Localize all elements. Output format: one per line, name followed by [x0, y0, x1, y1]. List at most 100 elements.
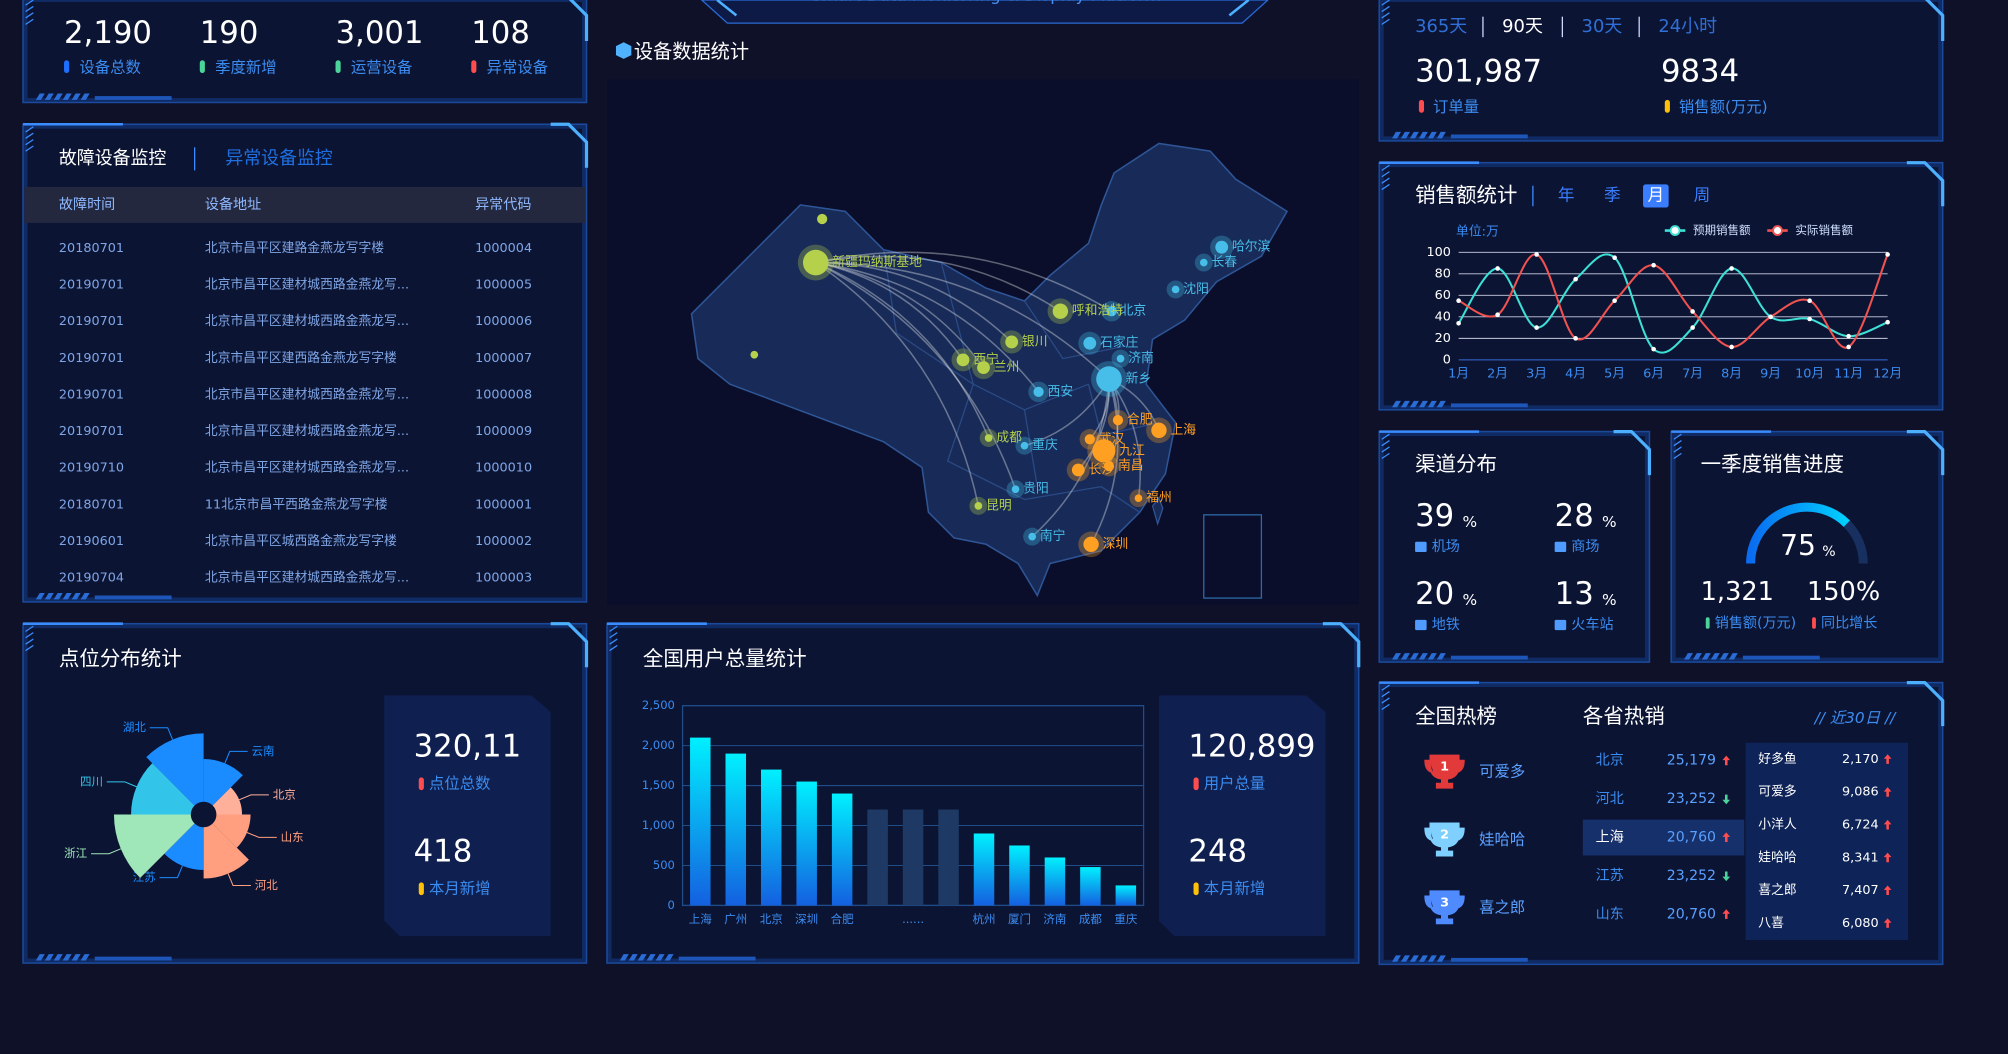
city-label: 九江: [1119, 443, 1145, 458]
tab[interactable]: 周: [1694, 185, 1711, 204]
channel-icon: [1554, 619, 1567, 631]
stat-dot: [418, 777, 424, 791]
stat-label: 同比增长: [1821, 616, 1877, 632]
city-label: 长沙: [1089, 463, 1115, 478]
header-stripes: [716, 0, 1250, 17]
point: [1573, 336, 1578, 341]
point: [1612, 298, 1617, 304]
brand-name: 娃哈哈: [1758, 850, 1797, 865]
panel-stripe: [44, 954, 54, 961]
point: [1846, 333, 1851, 339]
city-label: 昆明: [986, 498, 1012, 513]
y-tick-label: 0: [668, 898, 675, 912]
panel-stripe: [1392, 653, 1401, 660]
rank-name: 娃哈哈: [1479, 831, 1525, 849]
tab[interactable]: 90天: [1502, 16, 1543, 37]
panel-stripe: [25, 132, 34, 139]
stat-value: 248: [1188, 833, 1247, 869]
rose-label: 北京: [273, 787, 296, 801]
panel-stripe: [1381, 183, 1390, 191]
bar: [867, 809, 888, 906]
label-line: [224, 750, 248, 764]
table-cell: 北京市昌平区建材城西路金燕龙写...: [205, 570, 409, 586]
panel-bar: [94, 96, 172, 100]
city-dot: [1083, 336, 1097, 350]
tab[interactable]: 月: [1648, 185, 1665, 204]
x-tick-label: 济南: [1043, 912, 1066, 926]
panel-corner: [550, 622, 589, 668]
x-tick-label: 北京: [760, 912, 783, 926]
gauge-unit: %: [1822, 544, 1835, 560]
city-label: 福州: [1146, 491, 1172, 506]
stat-label: 订单量: [1433, 98, 1479, 116]
panel-stripe: [1381, 440, 1390, 447]
tab[interactable]: 24小时: [1658, 16, 1717, 37]
table-cell: 1000009: [475, 424, 532, 439]
panel-stripe: [664, 954, 674, 961]
panel-bar: [94, 956, 172, 961]
panel-stripe: [80, 93, 90, 100]
trophy: [1424, 890, 1465, 925]
tab[interactable]: 季: [1604, 185, 1621, 204]
bar: [831, 793, 853, 906]
tab[interactable]: 异常设备监控: [225, 148, 333, 169]
point: [1612, 255, 1617, 260]
city-dot: [1033, 386, 1044, 398]
table-cell: 北京市昌平区建路金燕龙写字楼: [205, 240, 384, 256]
channel-value: 20: [1415, 576, 1454, 612]
panel-stripe: [1381, 703, 1390, 711]
panel-bar: [1450, 655, 1528, 660]
trend-arrow: [1883, 754, 1892, 764]
panel-corner: [550, 122, 589, 168]
trend-arrow: [1883, 819, 1892, 830]
panel-bar: [1450, 403, 1528, 408]
province-value: 25,179: [1667, 753, 1716, 769]
x-tick-label: 1月: [1448, 366, 1469, 381]
point: [1807, 316, 1812, 322]
x-tick-label: 合肥: [831, 912, 855, 926]
panel-corner: [1906, 680, 1945, 727]
panel-stripe: [609, 625, 618, 632]
panel-stripe: [1409, 131, 1419, 139]
tab[interactable]: 30天: [1582, 16, 1623, 37]
point: [1651, 346, 1656, 352]
city-label: 济南: [1128, 350, 1154, 366]
rose-label: 四川: [80, 774, 103, 788]
table-cell: 1000005: [475, 278, 532, 293]
header-subtitle: Smart Data Monitoring & Display Platform: [811, 0, 1161, 5]
table-cell: 北京市昌平区城西路金燕龙写字楼: [205, 533, 397, 549]
tab[interactable]: 年: [1558, 185, 1575, 204]
panel-stripe: [1427, 653, 1437, 660]
city-label: 呼和浩特: [1072, 304, 1123, 319]
city-label: 南昌: [1118, 458, 1144, 474]
map-flow-line: [815, 251, 1112, 312]
tab-active-bg: [1643, 184, 1669, 208]
kpi-value: 108: [471, 15, 530, 51]
rose-sector: [113, 814, 195, 878]
table-cell: 北京市昌平区建西路金燕龙写字楼: [205, 350, 397, 366]
legend-label: 实际销售额: [1795, 223, 1853, 237]
channel-icon: [1554, 541, 1567, 552]
x-tick-label: 5月: [1604, 366, 1625, 381]
bar: [1080, 867, 1101, 906]
rose-label: 河北: [255, 878, 279, 892]
channel-value: 28: [1555, 498, 1594, 534]
city-dot: [1092, 439, 1116, 463]
map-title: 设备数据统计: [634, 40, 749, 63]
panel-stripe: [25, 0, 34, 6]
table-cell: 1000006: [475, 314, 532, 329]
bar: [690, 737, 711, 906]
channel-value: 13: [1555, 576, 1594, 612]
x-tick-label: 成都: [1079, 912, 1103, 926]
panel-stripe: [1381, 164, 1390, 171]
tab[interactable]: 故障设备监控: [59, 148, 167, 169]
city-dot: [1084, 434, 1095, 445]
tab[interactable]: 365天: [1415, 16, 1467, 37]
trophy: [1424, 754, 1465, 789]
panel-corner: [1906, 429, 1945, 476]
panel-title: 渠道分布: [1415, 452, 1497, 476]
city-label: 石家庄: [1100, 335, 1139, 351]
panel-stripe: [35, 93, 45, 100]
panel-stripe: [1418, 131, 1428, 139]
